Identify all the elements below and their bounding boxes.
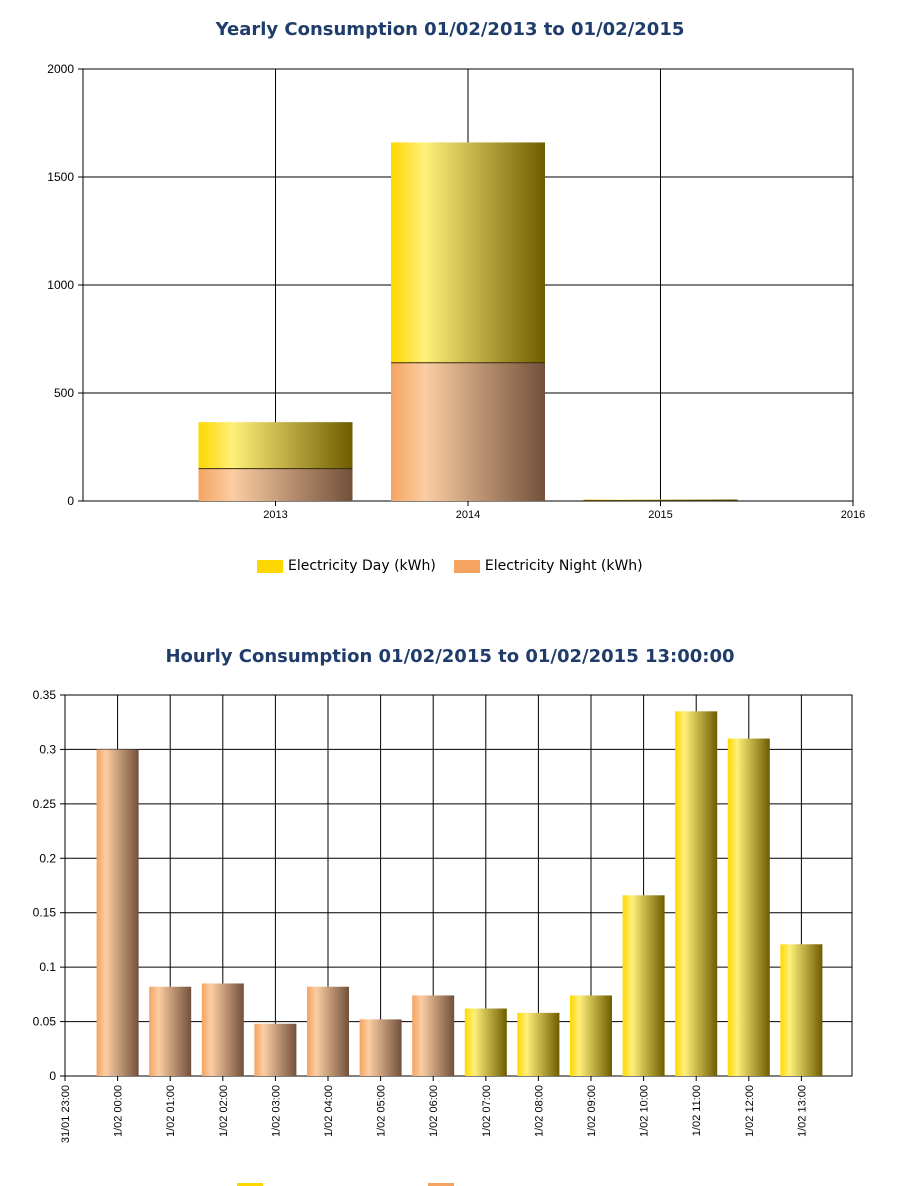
x-tick-label: 2014	[456, 509, 480, 521]
bar-day	[727, 738, 770, 1076]
x-tick-label: 1/02 05:00	[376, 1085, 388, 1137]
x-tick-label: 1/02 02:00	[218, 1085, 230, 1137]
bar-day	[675, 711, 718, 1076]
y-tick-label: 0.1	[39, 960, 56, 974]
x-tick-label: 1/02 12:00	[744, 1085, 756, 1137]
legend-item-day: Electricity Day (kWh)	[257, 558, 436, 574]
y-tick-label: 0.2	[39, 851, 56, 865]
x-tick-label: 1/02 10:00	[639, 1085, 651, 1137]
bar-night	[254, 1023, 297, 1076]
x-tick-label: 1/02 04:00	[323, 1085, 335, 1137]
bar-day	[570, 995, 612, 1076]
x-tick-label: 1/02 08:00	[533, 1085, 545, 1137]
y-tick-label: 2000	[47, 62, 74, 76]
bar-day	[464, 1008, 507, 1076]
x-tick-label: 1/02 07:00	[481, 1085, 493, 1137]
y-tick-label: 500	[54, 386, 74, 400]
legend-swatch-night	[453, 559, 480, 573]
yearly-chart-title: Yearly Consumption 01/02/2013 to 01/02/2…	[215, 19, 685, 40]
legend-swatch-day	[257, 559, 283, 573]
x-tick-label: 1/02 03:00	[270, 1085, 282, 1137]
bar-night	[307, 986, 349, 1076]
x-tick-label: 2015	[648, 509, 672, 521]
x-tick-label: 1/02 13:00	[796, 1085, 808, 1137]
x-tick-label: 1/02 01:00	[165, 1085, 177, 1137]
bar-night	[96, 749, 139, 1076]
y-tick-label: 0.05	[33, 1015, 57, 1029]
x-tick-label: 1/02 00:00	[113, 1085, 125, 1137]
y-tick-label: 0.3	[39, 742, 56, 756]
y-tick-label: 0	[67, 494, 74, 508]
x-tick-label: 1/02 09:00	[586, 1085, 598, 1137]
bar-day	[391, 142, 545, 363]
yearly-legend: Electricity Day (kWh) Electricity Night …	[257, 558, 643, 574]
x-tick-label: 1/02 11:00	[691, 1085, 703, 1136]
legend-label-day: Electricity Day (kWh)	[288, 558, 436, 574]
y-tick-label: 1000	[47, 278, 74, 292]
y-tick-label: 0	[49, 1069, 56, 1083]
bar-day	[622, 895, 665, 1076]
hourly-legend-swatch-night	[428, 1183, 454, 1186]
legend-label-night: Electricity Night (kWh)	[484, 558, 643, 574]
hourly-chart-title: Hourly Consumption 01/02/2015 to 01/02/2…	[165, 646, 735, 667]
bar-day	[780, 944, 823, 1076]
x-tick-label: 1/02 06:00	[428, 1085, 440, 1137]
bar-day	[198, 422, 353, 469]
bar-day	[583, 499, 738, 501]
bar-day	[517, 1012, 560, 1076]
legend-item-night: Electricity Night (kWh)	[453, 558, 643, 574]
bar-night	[391, 362, 545, 501]
bar-night	[149, 986, 192, 1076]
x-tick-label: 31/01 23:00	[60, 1085, 72, 1143]
yearly-chart: 0 500 1000 1500 2000 2013 2014 2015 2016	[47, 62, 865, 521]
x-tick-label: 2016	[841, 509, 865, 521]
y-tick-label: 1500	[47, 170, 74, 184]
y-tick-label: 0.35	[33, 688, 57, 702]
y-tick-label: 0.25	[33, 797, 57, 811]
bar-night	[359, 1019, 402, 1076]
bar-night	[198, 468, 353, 501]
x-tick-label: 2013	[263, 509, 287, 521]
bar-night	[201, 983, 244, 1076]
hourly-legend-swatch-day	[237, 1183, 263, 1186]
y-tick-label: 0.15	[33, 906, 57, 920]
bar-night	[412, 995, 455, 1076]
